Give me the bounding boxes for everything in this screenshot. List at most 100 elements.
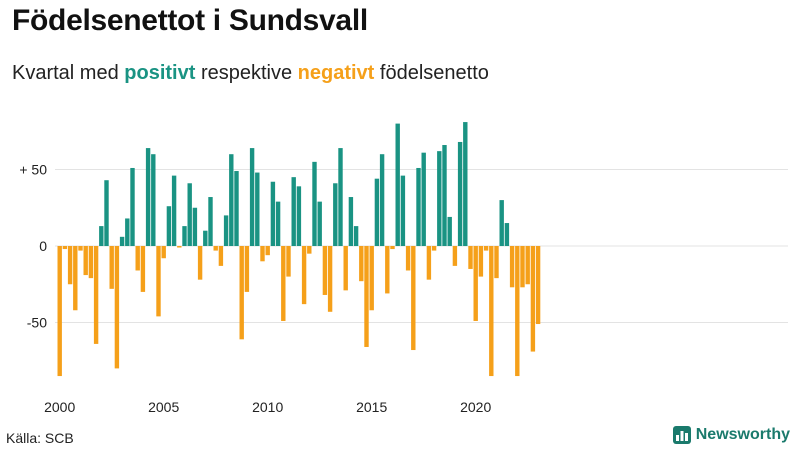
y-tick-label: 0 bbox=[39, 238, 47, 254]
bar-negative bbox=[286, 246, 291, 277]
bar-negative bbox=[509, 246, 515, 288]
bar-positive bbox=[229, 154, 234, 246]
bar-positive bbox=[275, 201, 281, 246]
chart-subtitle: Kvartal med positivt respektive negativt… bbox=[12, 62, 489, 85]
bar-negative bbox=[515, 246, 520, 377]
bar-positive bbox=[249, 148, 255, 246]
bar-negative bbox=[364, 246, 369, 347]
subtitle-text-1: Kvartal med bbox=[12, 62, 125, 84]
bar-positive bbox=[333, 183, 338, 246]
source-label: Källa: SCB bbox=[6, 430, 74, 446]
bar-positive bbox=[270, 181, 276, 246]
bar-positive bbox=[296, 186, 302, 246]
bar-positive bbox=[208, 197, 213, 246]
bar-positive bbox=[223, 215, 229, 246]
bar-negative bbox=[244, 246, 250, 292]
bar-positive bbox=[437, 151, 442, 246]
bar-negative bbox=[78, 246, 83, 251]
bar-negative bbox=[452, 246, 458, 266]
bar-positive bbox=[151, 154, 156, 246]
bar-negative bbox=[281, 246, 286, 321]
bar-chart-icon bbox=[672, 426, 691, 444]
bar-negative bbox=[322, 246, 328, 295]
bar-negative bbox=[431, 246, 437, 251]
x-tick-label: 2010 bbox=[252, 399, 283, 415]
bar-negative bbox=[213, 246, 218, 251]
bar-negative bbox=[177, 246, 182, 248]
bar-positive bbox=[348, 197, 354, 246]
bar-positive bbox=[312, 161, 317, 246]
bar-positive bbox=[187, 183, 192, 246]
bar-positive bbox=[416, 167, 421, 246]
subtitle-positive-word: positivt bbox=[124, 62, 196, 84]
bar-negative bbox=[390, 246, 395, 250]
bar-positive bbox=[317, 201, 322, 246]
bar-negative bbox=[161, 246, 166, 259]
bar-positive bbox=[457, 141, 463, 246]
chart-title: Födelsenettot i Sundsvall bbox=[12, 4, 368, 37]
bar-positive bbox=[463, 122, 468, 246]
bar-negative bbox=[218, 246, 224, 266]
x-tick-label: 2020 bbox=[460, 399, 491, 415]
bar-positive bbox=[182, 226, 187, 246]
bar-negative bbox=[530, 246, 536, 352]
bar-negative bbox=[343, 246, 348, 291]
bar-positive bbox=[291, 177, 296, 246]
bar-negative bbox=[535, 246, 541, 325]
x-tick-label: 2000 bbox=[44, 399, 75, 415]
bar-positive bbox=[192, 207, 198, 246]
bar-negative bbox=[88, 246, 94, 279]
bar-negative bbox=[114, 246, 120, 369]
bar-positive bbox=[395, 123, 400, 246]
bar-negative bbox=[489, 246, 494, 377]
bar-negative bbox=[67, 246, 73, 285]
bar-negative bbox=[265, 246, 270, 256]
bar-negative bbox=[369, 246, 374, 311]
subtitle-text-3: födelsenetto bbox=[374, 62, 489, 84]
bar-positive bbox=[234, 171, 239, 246]
bar-negative bbox=[109, 246, 114, 289]
bar-negative bbox=[385, 246, 390, 294]
bar-positive bbox=[119, 236, 125, 246]
bar-negative bbox=[156, 246, 161, 317]
bar-positive bbox=[379, 154, 385, 246]
bar-positive bbox=[125, 218, 130, 246]
bar-positive bbox=[255, 172, 260, 246]
bar-negative bbox=[359, 246, 364, 282]
brand-name: Newsworthy bbox=[695, 426, 790, 443]
bar-positive bbox=[499, 200, 504, 246]
bar-positive bbox=[145, 148, 151, 246]
bar-negative bbox=[307, 246, 312, 254]
bar-negative bbox=[260, 246, 265, 262]
y-tick-label: -50 bbox=[27, 315, 47, 331]
bar-negative bbox=[483, 246, 489, 251]
bar-positive bbox=[130, 167, 135, 246]
bar-negative bbox=[478, 246, 484, 277]
bar-positive bbox=[99, 226, 104, 246]
bar-negative bbox=[473, 246, 478, 321]
bar-positive bbox=[504, 223, 510, 246]
bar-positive bbox=[421, 152, 426, 246]
bar-negative bbox=[135, 246, 140, 271]
x-tick-label: 2015 bbox=[356, 399, 387, 415]
bar-negative bbox=[73, 246, 78, 311]
bar-negative bbox=[525, 246, 530, 285]
bar-positive bbox=[104, 180, 109, 246]
bar-negative bbox=[239, 246, 244, 340]
bar-positive bbox=[400, 175, 406, 246]
bar-negative bbox=[327, 246, 333, 312]
bar-negative bbox=[405, 246, 411, 271]
bar-positive bbox=[338, 148, 343, 246]
bar-positive bbox=[374, 178, 380, 246]
bar-positive bbox=[203, 230, 208, 246]
subtitle-text-2: respektive bbox=[195, 62, 298, 84]
subtitle-negative-word: negativt bbox=[297, 62, 375, 84]
bar-positive bbox=[353, 226, 359, 246]
bar-negative bbox=[494, 246, 499, 279]
bar-negative bbox=[93, 246, 99, 344]
bar-negative bbox=[57, 246, 62, 377]
y-tick-label: + 50 bbox=[19, 162, 47, 178]
bar-negative bbox=[520, 246, 525, 288]
bar-negative bbox=[301, 246, 307, 305]
